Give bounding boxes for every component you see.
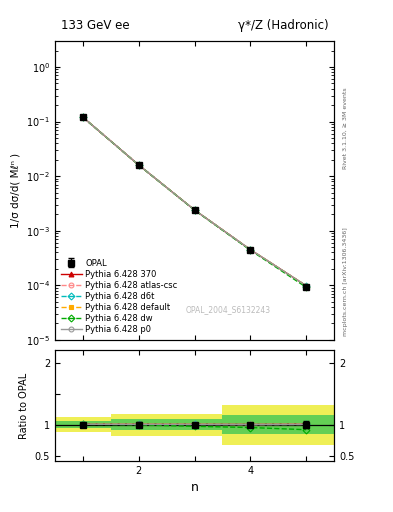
Line: Pythia 6.428 370: Pythia 6.428 370 [81,115,309,288]
Pythia 6.428 atlas-csc [81,114,85,120]
Pythia 6.428 dw [192,207,197,213]
Pythia 6.428 370 [304,283,309,289]
Pythia 6.428 d6t [136,162,141,168]
Text: OPAL_2004_S6132243: OPAL_2004_S6132243 [185,306,271,314]
Pythia 6.428 p0 [136,162,141,168]
Pythia 6.428 dw [81,114,85,120]
Line: Pythia 6.428 default: Pythia 6.428 default [81,115,309,288]
Pythia 6.428 dw [248,247,253,253]
Pythia 6.428 d6t [192,207,197,213]
Line: Pythia 6.428 p0: Pythia 6.428 p0 [81,115,309,288]
Pythia 6.428 default [136,162,141,168]
Pythia 6.428 d6t [81,114,85,120]
Line: Pythia 6.428 dw: Pythia 6.428 dw [81,115,309,290]
Pythia 6.428 default [248,247,253,253]
Pythia 6.428 370 [248,247,253,253]
Pythia 6.428 370 [192,207,197,213]
Legend: OPAL, Pythia 6.428 370, Pythia 6.428 atlas-csc, Pythia 6.428 d6t, Pythia 6.428 d: OPAL, Pythia 6.428 370, Pythia 6.428 atl… [57,255,181,337]
Pythia 6.428 p0 [81,114,85,120]
Text: γ*/Z (Hadronic): γ*/Z (Hadronic) [238,19,329,32]
Pythia 6.428 p0 [248,247,253,253]
Pythia 6.428 default [81,114,85,120]
Text: Rivet 3.1.10, ≥ 3M events: Rivet 3.1.10, ≥ 3M events [343,87,347,169]
Line: Pythia 6.428 atlas-csc: Pythia 6.428 atlas-csc [81,115,309,288]
Y-axis label: Ratio to OPAL: Ratio to OPAL [19,372,29,439]
Pythia 6.428 atlas-csc [136,162,141,168]
Pythia 6.428 atlas-csc [192,207,197,213]
Text: 133 GeV ee: 133 GeV ee [61,19,129,32]
Pythia 6.428 370 [136,162,141,168]
Pythia 6.428 d6t [248,247,253,253]
Pythia 6.428 dw [304,284,309,290]
X-axis label: n: n [191,481,198,494]
Pythia 6.428 atlas-csc [248,247,253,253]
Pythia 6.428 default [192,207,197,213]
Pythia 6.428 dw [136,162,141,168]
Pythia 6.428 p0 [192,207,197,213]
Pythia 6.428 p0 [304,283,309,289]
Pythia 6.428 atlas-csc [304,283,309,289]
Pythia 6.428 d6t [304,283,309,289]
Pythia 6.428 370 [81,114,85,120]
Line: Pythia 6.428 d6t: Pythia 6.428 d6t [81,115,309,288]
Text: mcplots.cern.ch [arXiv:1306.3436]: mcplots.cern.ch [arXiv:1306.3436] [343,227,347,336]
Y-axis label: 1/σ dσ/d( Mℓⁿ ): 1/σ dσ/d( Mℓⁿ ) [10,153,20,228]
Pythia 6.428 default [304,283,309,289]
